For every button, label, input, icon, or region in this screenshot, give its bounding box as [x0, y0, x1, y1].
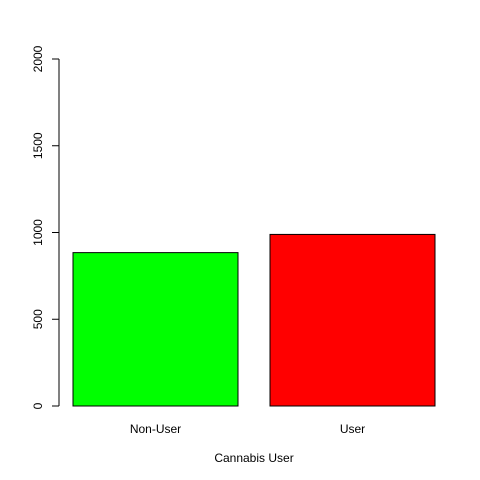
y-axis-ticks: 0 500 1000 1500 2000 [31, 45, 59, 409]
bar-user [269, 233, 436, 407]
x-axis-tick-labels: Non-User User [130, 422, 365, 436]
y-tick-label: 0 [31, 402, 45, 409]
bar-non-user [72, 252, 239, 407]
x-tick-label: Non-User [130, 422, 181, 436]
y-tick-label: 1500 [31, 132, 45, 159]
bars-group [72, 233, 436, 407]
y-tick-label: 1000 [31, 219, 45, 246]
x-tick-label: User [340, 422, 365, 436]
y-tick-label: 500 [31, 309, 45, 329]
x-axis-title: Cannabis User [214, 451, 293, 465]
y-tick-label: 2000 [31, 45, 45, 72]
